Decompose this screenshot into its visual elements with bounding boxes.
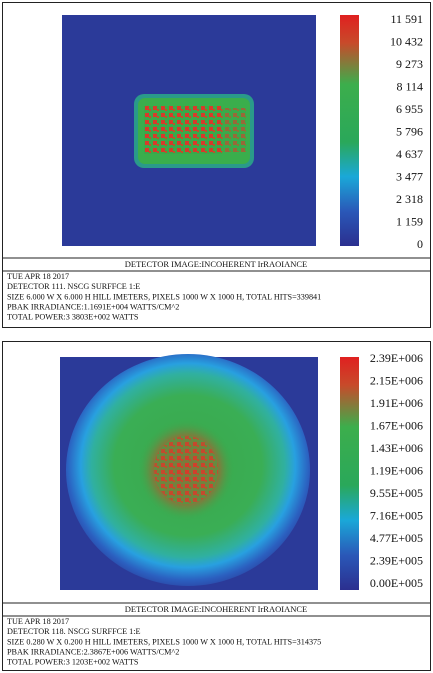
panel-frame — [2, 2, 431, 328]
info-line: DETECTOR 118. NSCG SURFFCE 1:E — [7, 627, 141, 636]
colorbar — [340, 15, 359, 246]
colorbar-label: 3 477 — [396, 169, 423, 183]
colorbar-label: 0.00E+005 — [370, 576, 423, 590]
info-line: SIZE 6.000 W X 6.000 H HILL IMETERS, PIX… — [7, 292, 321, 301]
caption: DETECTOR IMAGE:INCOHERENT IrRAOIANCE — [125, 604, 307, 614]
colorbar-label: 10 432 — [390, 34, 423, 48]
colorbar-label: 0 — [417, 237, 423, 251]
colorbar-label: 1.43E+006 — [370, 441, 423, 455]
info-line: TOTAL POWER:3 1203E+002 WATTS — [7, 658, 139, 667]
colorbar-label: 9.55E+005 — [370, 486, 423, 500]
colorbar-label: 4.77E+005 — [370, 531, 423, 545]
beam-core — [154, 436, 218, 504]
colorbar-label: 2.15E+006 — [370, 373, 423, 387]
colorbar-label: 1.19E+006 — [370, 463, 423, 477]
beam-core — [222, 108, 246, 152]
colorbar-label: 2 318 — [396, 192, 423, 206]
info-line: TUE APR 18 2017 — [7, 272, 69, 281]
colorbar-label: 5 796 — [396, 124, 423, 138]
colorbar-label: 1.91E+006 — [370, 396, 423, 410]
colorbar-label: 9 273 — [396, 57, 423, 71]
colorbar-label: 7.16E+005 — [370, 508, 423, 522]
info-line: PBAK IRRADIANCE:1.1691E+004 WATTS/CM^2 — [7, 302, 179, 311]
info-line: DETECTOR 111. NSCG SURFFCE 1:E — [7, 282, 140, 291]
colorbar-label: 1 159 — [396, 214, 423, 228]
info-line: TOTAL POWER:3 3803E+002 WATTS — [7, 313, 139, 322]
panel-frame — [2, 341, 431, 671]
caption: DETECTOR IMAGE:INCOHERENT IrRAOIANCE — [125, 259, 307, 269]
colorbar — [340, 357, 359, 590]
colorbar-label: 4 637 — [396, 147, 423, 161]
colorbar-label: 1.67E+006 — [370, 418, 423, 432]
info-line: SIZE 0.280 W X 0.200 H HILL IMETERS, PIX… — [7, 637, 321, 646]
info-line: TUE APR 18 2017 — [7, 617, 69, 626]
beam-core — [144, 106, 222, 154]
colorbar-label: 8 114 — [396, 79, 423, 93]
colorbar-label: 6 955 — [396, 102, 423, 116]
colorbar-label: 2.39E+005 — [370, 553, 423, 567]
colorbar-label: 2.39E+006 — [370, 351, 423, 365]
info-line: PBAK IRRADIANCE:2.3867E+006 WATTS/CM^2 — [7, 647, 179, 656]
colorbar-label: 11 591 — [390, 12, 423, 26]
